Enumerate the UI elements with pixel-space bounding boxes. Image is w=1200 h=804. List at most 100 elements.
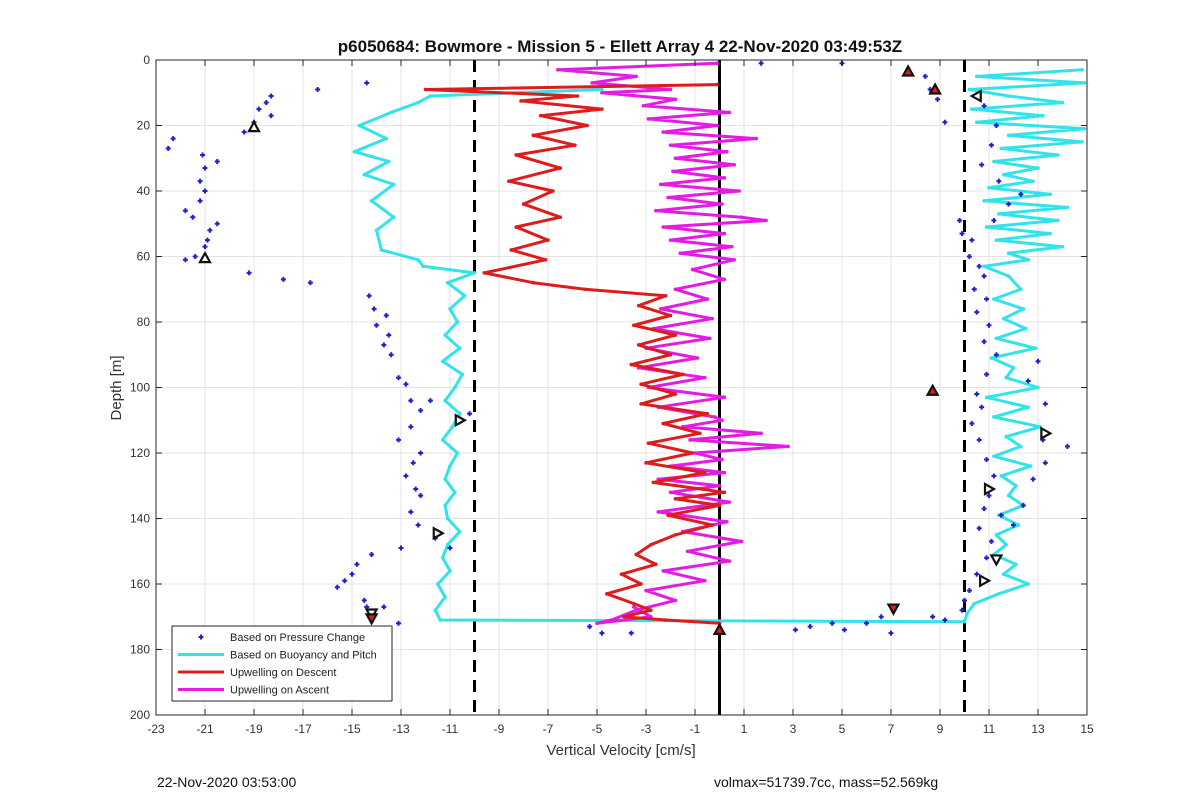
x-tick-label: -15 — [343, 722, 361, 736]
y-tick-label: 140 — [130, 512, 150, 526]
series-point — [448, 464, 452, 468]
series-point — [585, 123, 589, 128]
event-marker — [364, 613, 379, 626]
series-point — [764, 218, 768, 223]
x-tick-label: -17 — [294, 722, 312, 736]
event-marker — [712, 622, 727, 635]
y-tick-label: 60 — [137, 250, 151, 264]
x-tick-label: 9 — [937, 722, 944, 736]
series-point — [443, 595, 447, 599]
series-point — [450, 425, 455, 429]
series-point — [967, 87, 972, 92]
series-point — [629, 362, 634, 367]
series-point — [673, 97, 678, 102]
series-point — [1048, 231, 1053, 236]
series-point — [1028, 464, 1033, 468]
footer-timestamp: 22-Nov-2020 03:53:00 — [157, 774, 297, 790]
series-point — [634, 608, 638, 612]
series-point — [1004, 542, 1008, 547]
series-point — [482, 271, 487, 275]
scatter-point — [966, 588, 972, 594]
scatter-point — [410, 460, 416, 466]
series-point — [521, 202, 526, 206]
series-point — [389, 110, 394, 115]
series-line — [556, 61, 790, 625]
series-point — [984, 225, 989, 229]
scatter-point — [214, 221, 220, 227]
series-point — [514, 153, 518, 157]
legend: Based on Pressure Change Based on Buoyanc… — [171, 625, 393, 702]
series-point — [573, 143, 577, 147]
series-point — [1033, 346, 1038, 351]
series-point — [460, 372, 465, 377]
series-point — [695, 356, 700, 360]
scatter-point — [447, 545, 453, 551]
series-layer — [165, 60, 1087, 636]
series-point — [590, 81, 594, 85]
legend-entry: Based on Buoyancy and Pitch — [178, 650, 377, 662]
scatter-point — [922, 73, 928, 79]
scatter-point — [202, 165, 208, 171]
scatter-point — [974, 309, 980, 315]
series-point — [720, 457, 724, 462]
series-point — [671, 169, 675, 174]
scatter-point — [976, 525, 982, 531]
series-point — [685, 549, 690, 554]
series-point — [421, 264, 425, 269]
scatter-point — [957, 217, 963, 223]
series-point — [703, 578, 707, 583]
series-point — [673, 392, 678, 396]
series-point — [646, 441, 651, 445]
event-marker — [901, 64, 916, 77]
scatter-point — [403, 381, 409, 387]
series-point — [440, 438, 445, 442]
series-point — [1019, 444, 1023, 449]
scatter-point — [190, 214, 196, 220]
legend-entry: Upwelling on Descent — [178, 667, 336, 679]
series-point — [673, 598, 678, 603]
series-point — [1004, 434, 1008, 439]
series-point — [639, 402, 643, 406]
x-tick-label: 5 — [839, 722, 846, 736]
series-point — [531, 133, 536, 138]
x-tick-label: -11 — [442, 722, 459, 736]
scatter-point — [369, 552, 375, 558]
scatter-point — [202, 244, 208, 250]
axis-ticks: -23 -21 -19 -17 -15 -13 -11 -9 -7 -5 -3 -1 1 3 5 7 9 11 13… — [130, 53, 1094, 736]
scatter-point — [334, 584, 340, 590]
series-point — [786, 444, 790, 449]
series-point — [631, 601, 636, 606]
series-point — [458, 529, 462, 534]
series-point — [1036, 166, 1040, 170]
series-point — [458, 346, 462, 351]
scatter-point — [1042, 401, 1048, 407]
series-point — [639, 382, 643, 387]
scatter-point — [807, 624, 813, 630]
scatter-point — [976, 437, 982, 443]
series-point — [661, 225, 665, 229]
series-point — [443, 503, 447, 508]
series-point — [729, 244, 734, 249]
scatter-point — [864, 620, 869, 626]
series-point — [1026, 257, 1030, 262]
series-point — [663, 618, 668, 622]
series-point — [705, 411, 710, 416]
series-point — [646, 117, 651, 121]
scatter-point — [974, 571, 980, 577]
series-point — [1055, 218, 1060, 223]
series-point — [703, 470, 707, 475]
scatter-point — [969, 237, 975, 243]
series-point — [462, 294, 467, 298]
series-point — [680, 372, 685, 377]
series-point — [690, 451, 695, 455]
series-point — [722, 277, 727, 282]
scatter-point — [628, 630, 634, 636]
series-point — [654, 208, 658, 213]
series-point — [636, 303, 641, 308]
series-point — [1080, 68, 1084, 72]
series-point — [972, 601, 977, 606]
series-point — [712, 415, 717, 419]
y-tick-label: 160 — [130, 577, 150, 591]
scatter-point — [280, 276, 286, 282]
scatter-point — [981, 339, 987, 345]
